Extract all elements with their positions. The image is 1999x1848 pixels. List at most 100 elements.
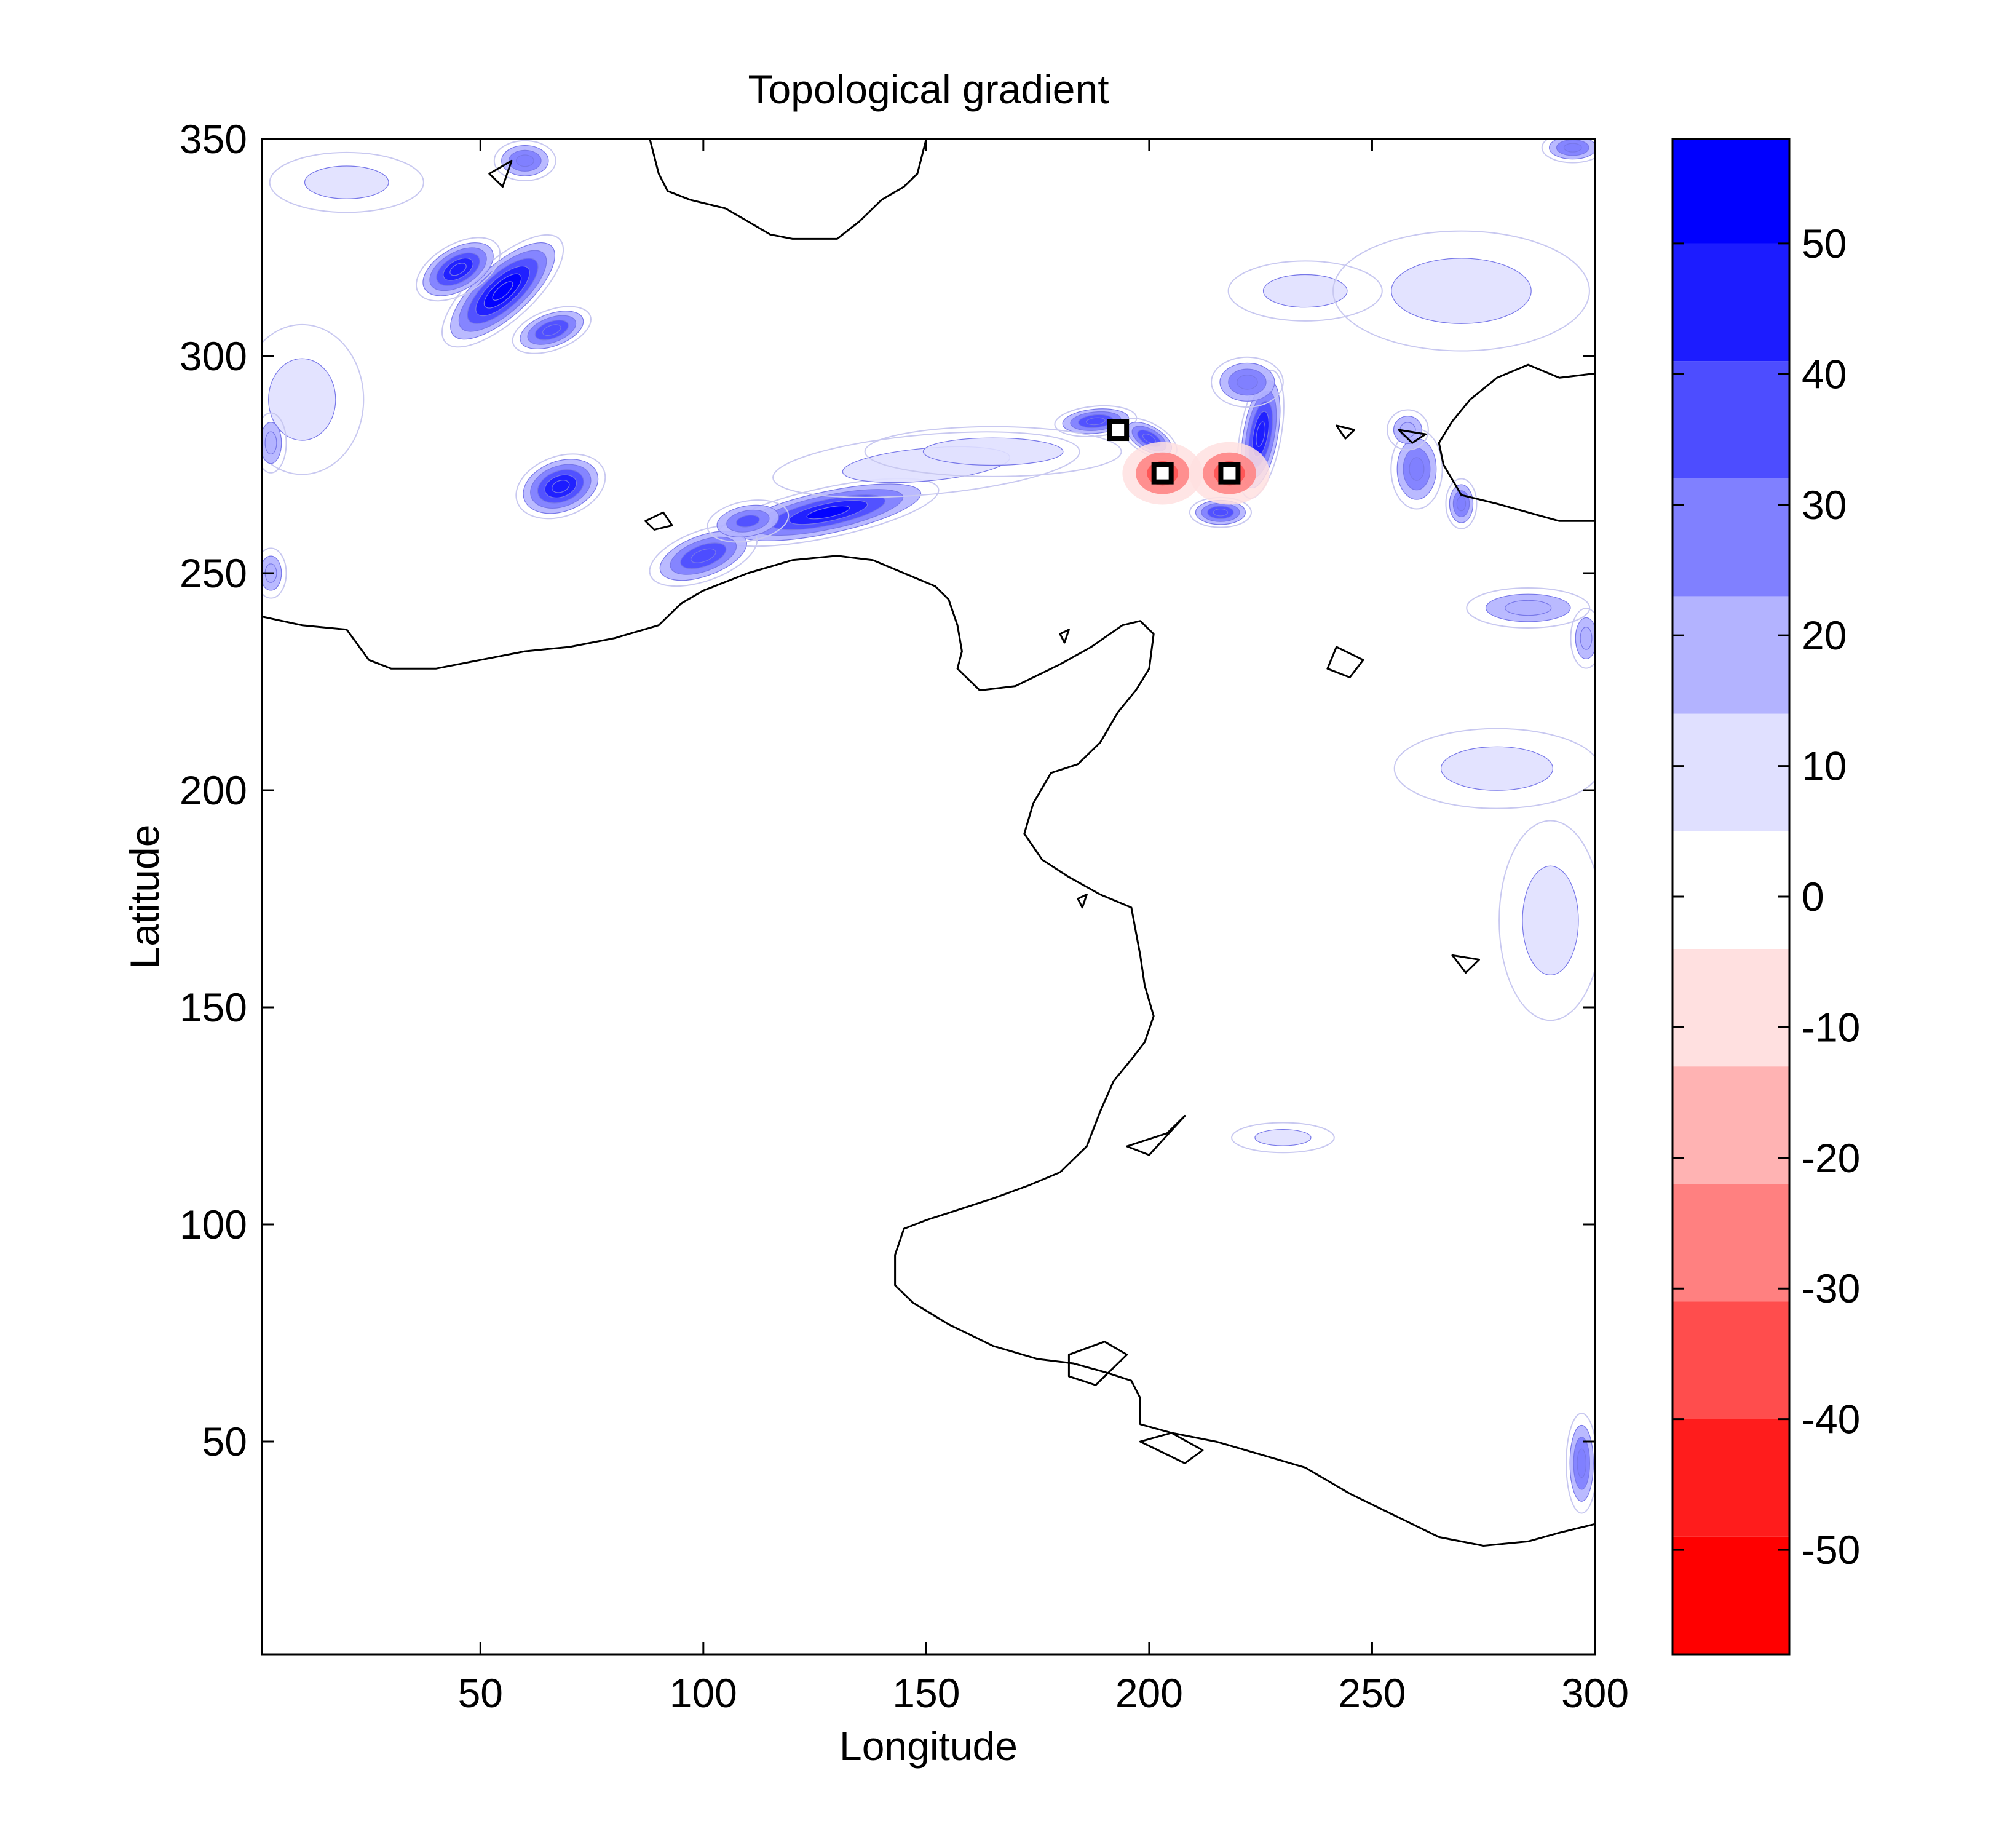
colorbar-band <box>1672 596 1789 714</box>
colorbar-band <box>1672 1066 1789 1184</box>
colorbar-tick-label: -50 <box>1802 1527 1860 1572</box>
coastline-north <box>649 139 927 240</box>
x-tick-label: 100 <box>670 1670 737 1716</box>
x-tick-label: 250 <box>1338 1670 1406 1716</box>
island-outline <box>1398 429 1427 444</box>
gradient-blob <box>262 323 365 475</box>
gradient-contour <box>262 547 287 599</box>
colorbar-band <box>1672 478 1789 597</box>
gradient-contour <box>304 165 389 199</box>
gradient-contour <box>1505 600 1552 616</box>
island-outline <box>1067 1341 1128 1386</box>
gradient-contour <box>1466 587 1591 629</box>
y-axis-ticks: 50 100 150 200 250 300 350 <box>180 116 1595 1464</box>
gradient-blob <box>269 151 424 213</box>
gradient-contour <box>1332 230 1590 352</box>
gradient-contour <box>1498 820 1595 1021</box>
gradient-contour <box>649 525 758 587</box>
x-tick-label: 50 <box>458 1670 503 1716</box>
gradient-contour <box>1563 143 1582 153</box>
colorbar-band <box>1672 1184 1789 1302</box>
gradient-blob <box>1332 230 1590 352</box>
y-tick-label: 50 <box>202 1419 247 1464</box>
plot-background <box>262 139 1595 1654</box>
gradient-contour <box>1577 1448 1586 1478</box>
gradient-blob <box>512 306 592 354</box>
colorbar-tick-label: 50 <box>1802 221 1847 266</box>
x-axis-label: Longitude <box>839 1723 1018 1769</box>
gradient-contour <box>1237 375 1258 390</box>
colorbar-tick-label: 40 <box>1802 351 1847 397</box>
gradient-contour <box>515 453 606 520</box>
gradient-contour <box>1456 496 1467 512</box>
colorbar-band <box>1672 361 1789 479</box>
location-marker <box>1107 419 1130 442</box>
x-tick-label: 150 <box>892 1670 960 1716</box>
y-tick-label: 200 <box>180 767 247 813</box>
gradient-contour <box>1387 409 1429 451</box>
x-axis-ticks: 50 100 150 200 250 300 <box>458 139 1629 1716</box>
gradient-contour <box>1231 1122 1335 1154</box>
gradient-contour <box>1262 274 1348 308</box>
gradient-blob <box>1387 409 1429 451</box>
island-outline <box>1059 629 1070 644</box>
colorbar-band <box>1672 1536 1789 1654</box>
island-outline <box>1126 1115 1186 1156</box>
location-marker <box>1151 462 1174 485</box>
gradient-contour <box>1570 608 1595 669</box>
gradient-contour <box>1256 421 1266 447</box>
gradient-contour <box>806 505 850 520</box>
gradient-contour <box>1085 417 1106 426</box>
gradient-contour <box>1391 258 1532 324</box>
chart-title: Topological gradient <box>748 66 1109 112</box>
gradient-contour <box>492 281 513 301</box>
gradient-contour <box>262 412 287 474</box>
gradient-contour <box>268 358 336 441</box>
gradient-contour <box>1566 1413 1595 1514</box>
gradient-contour <box>1211 356 1284 408</box>
colorbar-tick-label: -30 <box>1802 1266 1860 1311</box>
y-tick-label: 250 <box>180 550 247 596</box>
gradient-blob <box>262 412 287 474</box>
gradient-blob <box>1570 608 1595 669</box>
gradient-blob <box>1227 260 1383 322</box>
gradient-layer <box>262 139 1595 1514</box>
island-outline <box>1326 646 1364 678</box>
gradient-blob <box>1189 496 1252 528</box>
colorbar-band <box>1672 139 1789 244</box>
gradient-contour <box>1440 746 1554 791</box>
gradient-blob <box>1393 728 1595 809</box>
plot-frame <box>261 138 1596 1656</box>
x-tick-label: 300 <box>1561 1670 1629 1716</box>
colorbar-band <box>1672 948 1789 1067</box>
gradient-blob <box>441 234 564 348</box>
y-axis-label: Latitude <box>122 825 167 969</box>
coastline-layer <box>262 139 1595 1547</box>
gradient-contour <box>735 514 760 528</box>
colorbar-band <box>1672 1301 1789 1419</box>
gradient-contour <box>691 548 716 563</box>
gradient-contour <box>1580 627 1593 650</box>
gradient-blob <box>415 237 501 302</box>
coastline-west <box>262 555 1595 1547</box>
y-tick-label: 100 <box>180 1202 247 1247</box>
y-tick-label: 150 <box>180 985 247 1030</box>
colorbar-band <box>1672 1419 1789 1537</box>
gradient-contour <box>1254 1128 1312 1146</box>
y-tick-label: 350 <box>180 116 247 162</box>
colorbar-tick-label: -40 <box>1802 1397 1860 1442</box>
colorbar-band <box>1672 713 1789 831</box>
coastline-east <box>1438 363 1595 522</box>
gradient-contour <box>1522 865 1579 976</box>
gradient-blob <box>649 525 758 587</box>
gradient-contour <box>1227 260 1383 322</box>
gradient-contour <box>512 306 592 354</box>
island-outline <box>1139 1432 1204 1464</box>
gradient-contour <box>1054 405 1138 437</box>
gradient-blob <box>493 140 556 181</box>
colorbar-tick-label: 10 <box>1802 744 1847 789</box>
gradient-blob <box>1541 139 1595 164</box>
colorbar-tick-label: -20 <box>1802 1135 1860 1181</box>
